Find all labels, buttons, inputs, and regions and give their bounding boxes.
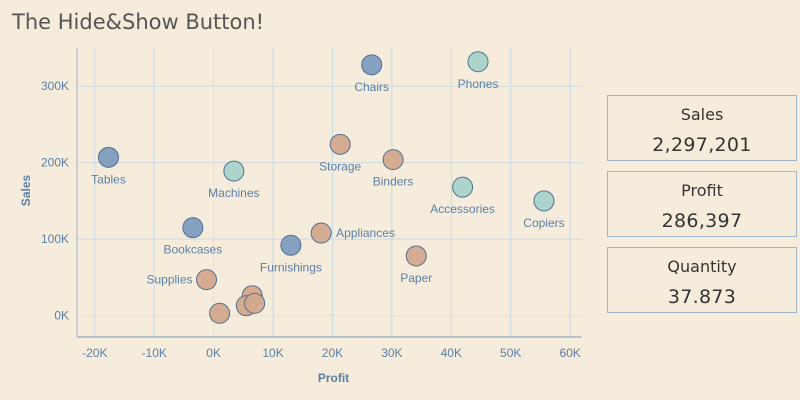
- data-label: Machines: [208, 186, 259, 200]
- kpi-value: 37.873: [667, 286, 737, 308]
- x-tick-label: 50K: [500, 346, 521, 360]
- y-tick-label: 300K: [41, 79, 69, 93]
- data-label: Accessories: [430, 202, 495, 216]
- scatter-chart: -20K -10K 0K 10K 20K 30K 40K 50K 60K 0K 100K 200K 30…: [19, 48, 582, 385]
- kpi-card-quantity: Quantity 37.873: [607, 247, 797, 313]
- scatter-point: [223, 160, 245, 182]
- scatter-point: [244, 292, 266, 314]
- x-tick-label: 20K: [322, 346, 343, 360]
- scatter-point: [382, 149, 404, 171]
- scatter-point: [329, 133, 351, 155]
- data-label: Binders: [373, 175, 414, 189]
- x-tick-label: -20K: [82, 346, 107, 360]
- scatter-point: [182, 217, 204, 239]
- scatter-point: [97, 146, 119, 168]
- scatter-point: [280, 234, 302, 256]
- kpi-value: 286,397: [661, 210, 743, 232]
- scatter-point: [310, 222, 332, 244]
- kpi-card-sales: Sales 2,297,201: [607, 95, 797, 161]
- kpi-label: Sales: [680, 105, 724, 124]
- y-tick-label: 100K: [41, 232, 69, 246]
- y-tick-label: 200K: [41, 156, 69, 170]
- data-label: Phones: [458, 77, 499, 91]
- scatter-point: [467, 51, 489, 73]
- data-label: Bookcases: [164, 243, 223, 257]
- x-tick-label: 0K: [206, 346, 221, 360]
- data-label: Paper: [400, 271, 432, 285]
- scatter-point: [533, 190, 555, 212]
- scatter-point: [196, 269, 218, 291]
- x-tick-label: 40K: [441, 346, 462, 360]
- kpi-card-profit: Profit 286,397: [607, 171, 797, 237]
- page-title: The Hide&Show Button!: [12, 10, 265, 34]
- y-tick-label: 0K: [54, 309, 69, 323]
- data-label: Appliances: [336, 226, 395, 240]
- x-axis-label: Profit: [318, 371, 349, 385]
- x-tick-label: 10K: [262, 346, 283, 360]
- scatter-point: [405, 245, 427, 267]
- data-label: Tables: [91, 172, 126, 186]
- scatter-point: [361, 54, 383, 76]
- kpi-value: 2,297,201: [652, 134, 752, 156]
- data-label: Copiers: [523, 216, 564, 230]
- scatter-point: [209, 302, 231, 324]
- x-tick-label: 30K: [381, 346, 402, 360]
- data-label: Storage: [319, 159, 361, 173]
- kpi-label: Profit: [681, 181, 723, 200]
- scatter-point: [452, 176, 474, 198]
- kpi-label: Quantity: [667, 257, 737, 276]
- data-label: Supplies: [146, 273, 192, 287]
- x-tick-label: 60K: [559, 346, 580, 360]
- data-label: Furnishings: [260, 260, 322, 274]
- x-tick-label: -10K: [142, 346, 167, 360]
- data-label: Chairs: [354, 80, 389, 94]
- y-axis-label: Sales: [19, 174, 33, 206]
